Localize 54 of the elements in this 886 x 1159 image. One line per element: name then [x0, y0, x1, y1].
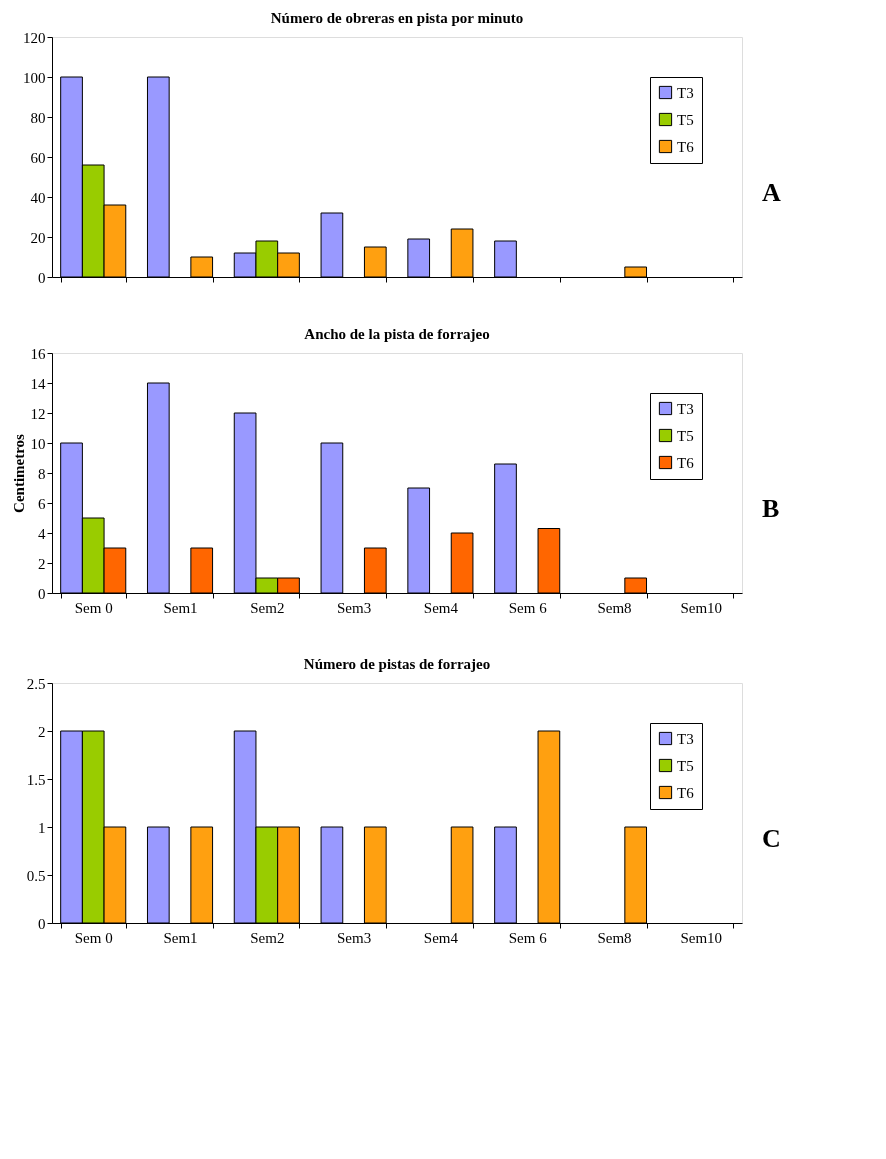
legend-label: T6 — [677, 138, 695, 155]
x-tick-label: Sem2 — [250, 929, 285, 946]
legend-label: T3 — [677, 730, 694, 747]
y-tick-label: 4 — [38, 525, 46, 542]
y-tick-label: 120 — [23, 29, 46, 46]
y-tick-label: 0 — [38, 585, 46, 602]
x-tick-label: Sem10 — [680, 599, 723, 616]
x-tick-label: Sem3 — [337, 599, 372, 616]
x-tick-label: Sem1 — [163, 929, 198, 946]
y-tick-label: 6 — [38, 495, 46, 512]
y-tick-label: 2.5 — [26, 675, 46, 692]
y-tick-label: 80 — [30, 109, 46, 126]
y-tick-label: 1.5 — [26, 771, 46, 788]
y-tick-label: 10 — [30, 435, 46, 452]
x-tick-label: Sem 6 — [508, 929, 548, 946]
y-tick-label: 0.5 — [26, 867, 46, 884]
y-tick-label: 14 — [30, 375, 46, 392]
y-tick-label: 40 — [30, 189, 46, 206]
y-tick-label: 0 — [38, 915, 46, 932]
text: C — [762, 824, 781, 853]
x-tick-label: Sem 0 — [74, 929, 113, 946]
x-tick-label: Sem 0 — [74, 599, 113, 616]
legend-label: T6 — [677, 784, 695, 801]
y-tick-label: 60 — [30, 149, 46, 166]
legend-label: T3 — [677, 400, 694, 417]
legend-label: T6 — [677, 454, 695, 471]
y-tick-label: 2 — [38, 555, 46, 572]
chart-title: Número de pistas de forrajeo — [303, 656, 491, 672]
x-tick-label: Sem 6 — [508, 599, 548, 616]
x-tick-label: Sem1 — [163, 599, 198, 616]
x-tick-label: Sem10 — [680, 929, 723, 946]
legend-label: T5 — [677, 757, 694, 774]
chart-title: Número de obreras en pista por minuto — [270, 10, 524, 26]
x-tick-label: Sem8 — [597, 929, 632, 946]
legend-label: T5 — [677, 427, 694, 444]
y-tick-label: 2 — [38, 723, 46, 740]
text: A — [762, 178, 781, 207]
y-tick-label: 0 — [38, 269, 46, 286]
x-tick-label: Sem4 — [423, 599, 459, 616]
x-tick-label: Sem3 — [337, 929, 372, 946]
y-tick-label: 1 — [38, 819, 46, 836]
legend-label: T3 — [677, 84, 694, 101]
y-tick-label: 12 — [30, 405, 46, 422]
x-tick-label: Sem4 — [423, 929, 459, 946]
y-tick-label: 100 — [23, 69, 46, 86]
chart-title: Ancho de la pista de forrajeo — [304, 326, 490, 342]
legend-label: T5 — [677, 111, 694, 128]
y-tick-label: 16 — [30, 345, 46, 362]
y-axis-title: Centimetros — [10, 433, 27, 513]
y-tick-label: 8 — [38, 465, 46, 482]
x-tick-label: Sem2 — [250, 599, 285, 616]
x-tick-label: Sem8 — [597, 599, 632, 616]
text: B — [762, 494, 780, 523]
y-tick-label: 20 — [30, 229, 46, 246]
